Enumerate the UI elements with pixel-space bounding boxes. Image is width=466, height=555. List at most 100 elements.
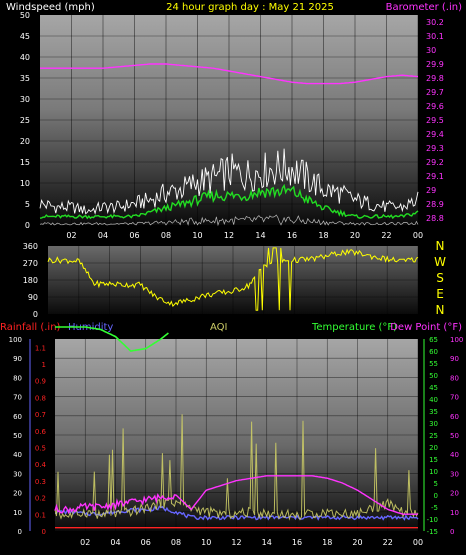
aqi-tick-label: 90 [450, 355, 459, 363]
humidity-tick-label: 100 [9, 336, 22, 344]
temperature-tick-label: 55 [429, 360, 438, 368]
wind-speed-tick-label: 50 [20, 11, 30, 20]
direction-tick-label: 90 [28, 293, 38, 302]
barometer-tick-label: 29.1 [426, 172, 444, 181]
hour-tick-label: 12 [231, 538, 241, 547]
compass-tick-label: N [436, 303, 445, 317]
barometer-tick-label: 29.6 [426, 102, 444, 111]
wind-speed-tick-label: 0 [25, 221, 30, 230]
hour-tick-label: 04 [110, 538, 120, 547]
rain-panel-series [54, 326, 419, 529]
barometer-axis-label: Barometer (.in) [386, 2, 462, 13]
rainfall-tick-label: 0.1 [35, 511, 46, 519]
humidity-tick-label: 30 [13, 470, 22, 478]
rainfall-tick-label: 0.7 [35, 411, 46, 419]
wind-speed-tick-label: 10 [20, 179, 30, 188]
rainfall-tick-label: 0.3 [35, 478, 46, 486]
hour-tick-label: 04 [98, 231, 108, 240]
hour-tick-label: 10 [201, 538, 211, 547]
hour-tick-label: 18 [322, 538, 332, 547]
hour-tick-label: 02 [80, 538, 90, 547]
hour-tick-label: 22 [383, 538, 393, 547]
rain-panel-hour-ticks: 02 04 06 08 10 12 14 16 18 20 22 00 [80, 538, 423, 547]
rainfall-tick-label: 0.4 [35, 461, 47, 469]
temperature-tick-label: 10 [429, 468, 438, 476]
barometer-tick-label: 30.2 [426, 18, 444, 27]
wind-average-line [39, 183, 419, 220]
aqi-tick-label: 0 [450, 528, 454, 536]
humidity-tick-label: 0 [18, 528, 22, 536]
aqi-tick-label: 40 [450, 451, 459, 459]
rainfall-tick-label: 0.2 [35, 495, 46, 503]
aqi-tick-label: 70 [450, 394, 459, 402]
barometer-tick-label: 29.5 [426, 116, 444, 125]
hour-tick-label: 18 [318, 231, 328, 240]
temperature-tick-label: 15 [429, 456, 438, 464]
rainfall-tick-label: 0.8 [35, 394, 46, 402]
compass-tick-label: W [434, 255, 446, 269]
compass-tick-label: N [436, 239, 445, 253]
barometer-tick-label: 29.3 [426, 144, 444, 153]
dew-point-line [54, 475, 418, 515]
hour-tick-label: 20 [350, 231, 360, 240]
barometer-tick-label: 29.8 [426, 74, 444, 83]
aqi-tick-label: 100 [450, 336, 463, 344]
barometer-tick-label: 29.7 [426, 88, 444, 97]
wind-axis-label: Windspeed (mph) [6, 2, 95, 13]
aqi-tick-label: 60 [450, 413, 459, 421]
legend-rainfall: Rainfall (.in) [0, 322, 61, 333]
hour-tick-label: 00 [413, 538, 423, 547]
legend-aqi: AQI [210, 322, 228, 333]
direction-tick-label: 360 [23, 242, 38, 251]
wind-panel-series [39, 63, 419, 227]
rainfall-tick-label: 0.9 [35, 378, 46, 386]
temperature-tick-label: 35 [429, 408, 438, 416]
wind-speed-tick-label: 20 [20, 137, 30, 146]
barometer-ticks: 30.2 30.1 30 29.9 29.8 29.7 29.6 29.5 29.4 29.3 29… [426, 18, 444, 223]
wind-low-line [39, 214, 419, 227]
wind-direction-line [47, 247, 419, 311]
temperature-tick-label: 50 [429, 372, 438, 380]
barometer-tick-label: 30 [426, 46, 436, 55]
aqi-line [54, 414, 419, 521]
temperature-tick-label: 65 [429, 336, 438, 344]
temperature-tick-label: -15 [427, 528, 438, 536]
direction-degree-ticks: 360 270 180 90 0 [23, 242, 38, 319]
aqi-tick-label: 50 [450, 432, 459, 440]
wind-speed-tick-label: 30 [20, 95, 30, 104]
chart-title: 24 hour graph day : May 21 2025 [166, 2, 334, 13]
hour-tick-label: 14 [255, 231, 265, 240]
barometer-tick-label: 29.2 [426, 158, 444, 167]
direction-tick-label: 270 [23, 259, 38, 268]
hour-tick-label: 12 [224, 231, 234, 240]
rainfall-tick-label: 0 [42, 528, 46, 536]
wind-speed-tick-label: 5 [25, 200, 30, 209]
aqi-tick-label: 20 [450, 490, 459, 498]
barometer-tick-label: 28.8 [426, 214, 444, 223]
hour-tick-label: 10 [192, 231, 202, 240]
humidity-line [55, 505, 419, 521]
direction-panel-series [47, 247, 419, 311]
hour-tick-label: 08 [171, 538, 181, 547]
direction-panel-grid [48, 246, 419, 314]
hour-tick-label: 16 [287, 231, 297, 240]
humidity-tick-label: 70 [13, 394, 22, 402]
humidity-tick-label: 60 [13, 413, 22, 421]
temperature-tick-label: 5 [434, 480, 438, 488]
wind-speed-tick-label: 15 [20, 158, 30, 167]
barometer-tick-label: 28.9 [426, 200, 444, 209]
humidity-tick-label: 20 [13, 490, 22, 498]
hour-tick-label: 16 [292, 538, 302, 547]
compass-tick-label: S [436, 271, 444, 285]
barometer-tick-label: 29.9 [426, 60, 444, 69]
temperature-line [55, 326, 169, 352]
hour-tick-label: 00 [413, 231, 423, 240]
aqi-tick-label: 10 [450, 509, 459, 517]
barometer-line [40, 63, 419, 85]
rainfall-tick-label: 0.5 [35, 445, 46, 453]
wind-panel-hour-ticks: 02 04 06 08 10 12 14 16 18 20 22 00 [66, 231, 423, 240]
